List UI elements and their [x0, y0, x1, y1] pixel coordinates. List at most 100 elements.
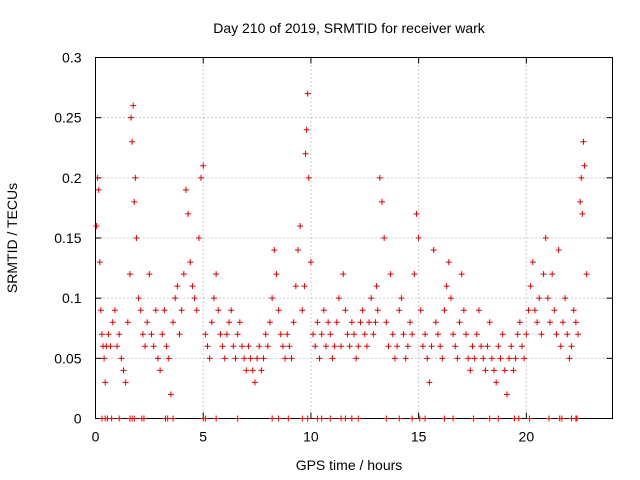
data-point [514, 331, 521, 338]
data-point [163, 343, 170, 350]
data-point [581, 162, 588, 169]
baseline-point [396, 415, 403, 422]
x-axis-label: GPS time / hours [296, 457, 403, 473]
data-point [154, 355, 161, 362]
data-point [450, 331, 457, 338]
data-point [566, 355, 573, 362]
data-point [124, 319, 131, 326]
data-point [238, 343, 245, 350]
data-point [312, 343, 319, 350]
data-point [456, 319, 463, 326]
data-point [178, 307, 185, 314]
data-point [273, 271, 280, 278]
data-point [142, 343, 149, 350]
y-tick-labels: 0 0.05 0.1 0.15 0.2 0.25 0.3 [54, 50, 81, 427]
data-point [435, 331, 442, 338]
data-point [495, 343, 502, 350]
data-point [564, 331, 571, 338]
data-point [304, 90, 311, 97]
data-point [102, 379, 109, 386]
data-point [105, 331, 112, 338]
data-point [575, 331, 582, 338]
data-point [553, 331, 560, 338]
baseline-point [545, 415, 552, 422]
data-point [443, 283, 450, 290]
data-point [506, 355, 513, 362]
baseline-point [573, 415, 580, 422]
data-point [279, 343, 286, 350]
baseline-point [416, 415, 423, 422]
data-point [221, 355, 228, 362]
data-point [512, 355, 519, 362]
x-tick-label: 15 [411, 429, 427, 445]
data-point [206, 355, 213, 362]
data-point [126, 271, 133, 278]
data-point [325, 319, 332, 326]
data-point [338, 343, 345, 350]
baseline-point [213, 415, 220, 422]
data-point [527, 283, 534, 290]
data-point [101, 355, 108, 362]
baseline-point [409, 415, 416, 422]
data-point [409, 331, 416, 338]
data-point [534, 319, 541, 326]
data-point [460, 307, 467, 314]
baseline-point [450, 415, 457, 422]
data-point [93, 222, 100, 229]
data-point [243, 367, 250, 374]
data-point [493, 379, 500, 386]
data-point [264, 343, 271, 350]
plot-frame [95, 57, 613, 419]
data-point [475, 307, 482, 314]
data-point [241, 355, 248, 362]
data-point [185, 210, 192, 217]
data-point [525, 307, 532, 314]
data-point [256, 343, 263, 350]
baseline-point [140, 415, 147, 422]
data-point [284, 331, 291, 338]
baseline-point [234, 415, 241, 422]
y-tick-label: 0.15 [54, 230, 81, 246]
baseline-point [131, 415, 138, 422]
data-point [314, 319, 321, 326]
baseline-point [348, 415, 355, 422]
baseline-point [526, 415, 533, 422]
data-point [116, 331, 123, 338]
data-point [383, 319, 390, 326]
data-point [432, 319, 439, 326]
data-point [370, 331, 377, 338]
baseline-point [318, 415, 325, 422]
data-point [288, 355, 295, 362]
data-point [98, 331, 105, 338]
data-point [542, 235, 549, 241]
baseline-point [558, 415, 565, 422]
data-point [213, 271, 220, 278]
data-point [294, 247, 301, 254]
data-point [165, 355, 172, 362]
data-point [385, 343, 392, 350]
data-point [348, 319, 355, 326]
data-point [428, 343, 435, 350]
data-point [189, 283, 196, 290]
data-point [538, 331, 545, 338]
data-point [299, 307, 306, 314]
data-point [529, 259, 536, 266]
data-point [519, 343, 526, 350]
data-point [391, 355, 398, 362]
data-point [249, 367, 256, 374]
data-point [478, 343, 485, 350]
data-point [269, 295, 276, 302]
data-point [458, 271, 465, 278]
data-point [497, 355, 504, 362]
data-point [290, 319, 297, 326]
data-point [230, 343, 237, 350]
data-point [452, 343, 459, 350]
data-point [396, 307, 403, 314]
data-point [486, 319, 493, 326]
data-point [521, 355, 528, 362]
data-point [107, 343, 114, 350]
data-point [174, 283, 181, 290]
data-point [310, 331, 317, 338]
data-point [228, 307, 235, 314]
data-point [316, 355, 323, 362]
